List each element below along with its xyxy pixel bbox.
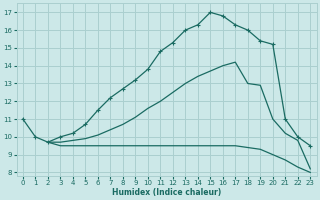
X-axis label: Humidex (Indice chaleur): Humidex (Indice chaleur) [112,188,221,197]
